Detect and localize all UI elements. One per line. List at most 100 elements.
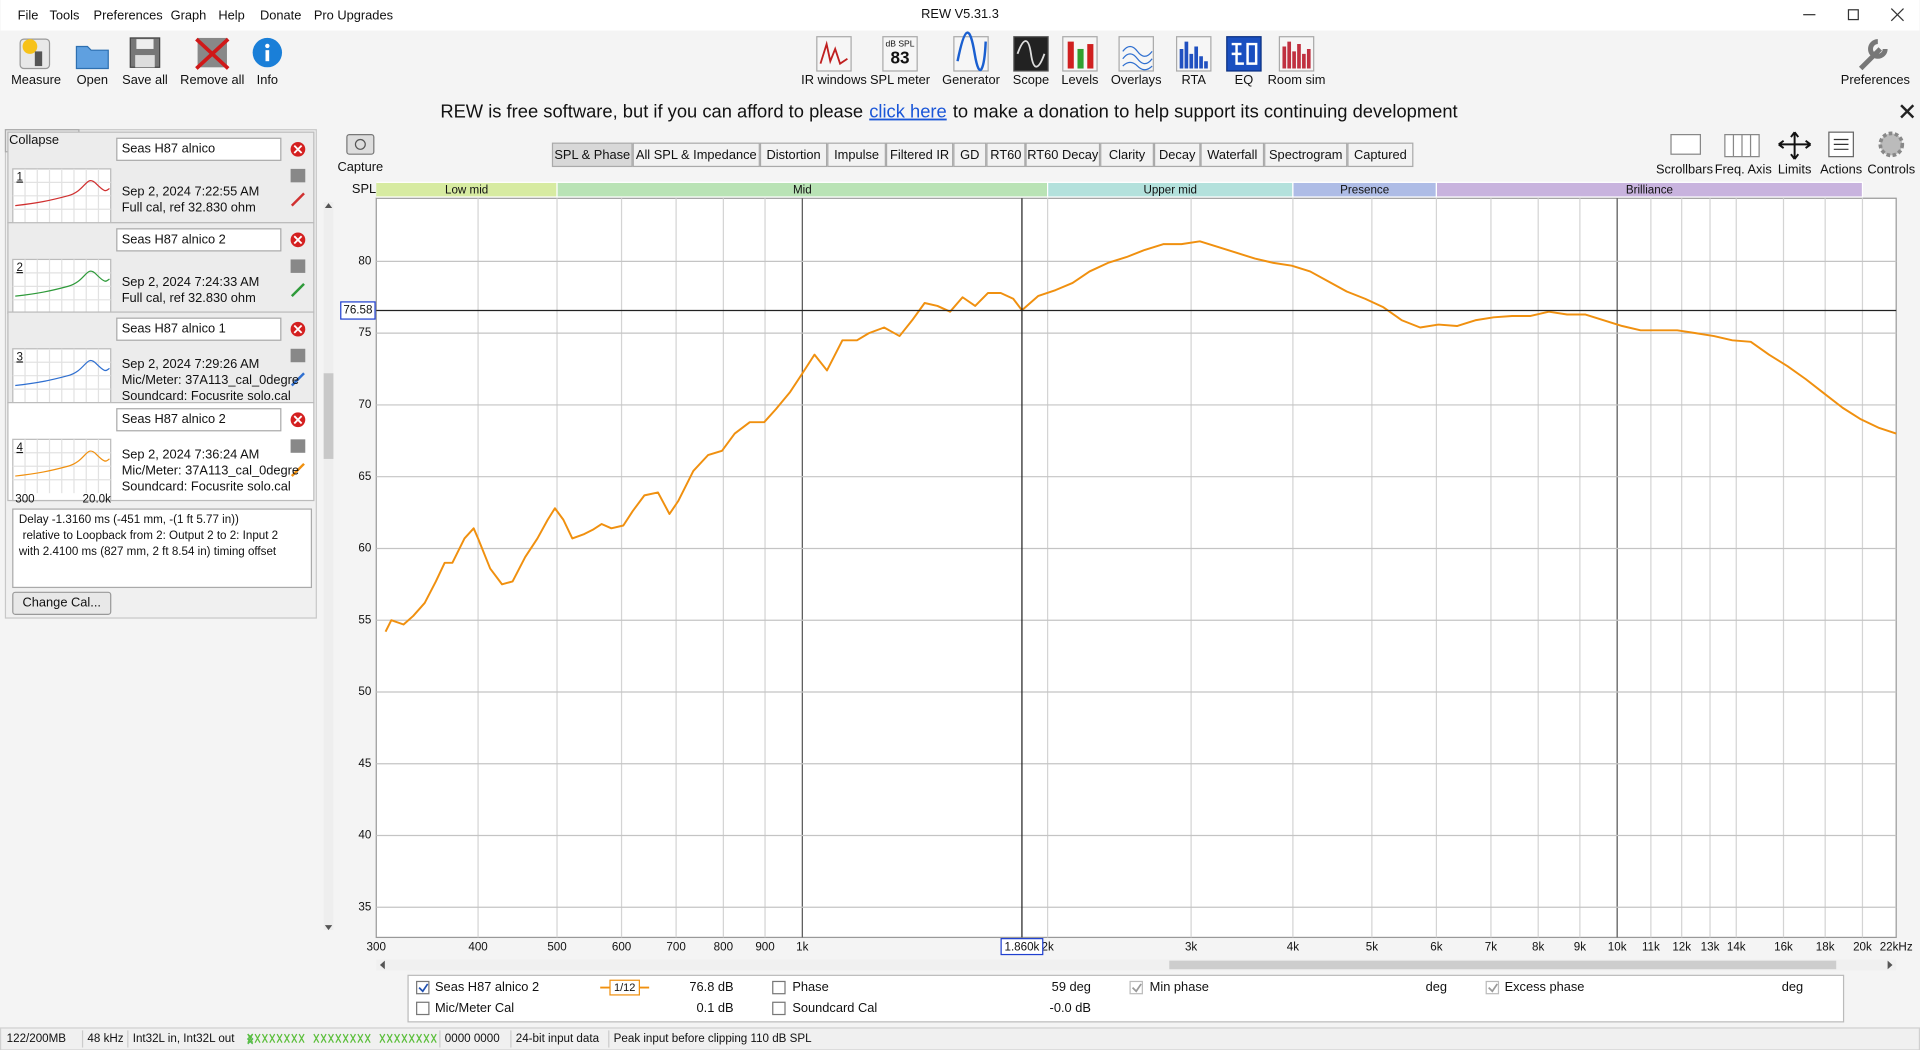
graph-tool-label[interactable]: Actions	[1820, 161, 1862, 176]
tab-label[interactable]: All SPL & Impedance	[636, 147, 757, 162]
toolbar-label[interactable]: Info	[257, 72, 278, 87]
color-button[interactable]	[290, 192, 305, 207]
open-icon[interactable]	[75, 45, 109, 70]
name-field[interactable]	[116, 228, 282, 252]
toolbar-label[interactable]: Overlays	[1111, 72, 1162, 87]
measurement-name[interactable]: Seas H87 alnico 2	[122, 231, 226, 246]
sidebar-scroll-thumb[interactable]	[323, 373, 334, 459]
tab-label[interactable]: SPL & Phase	[554, 147, 630, 162]
room-sim-icon[interactable]	[1278, 36, 1315, 72]
smoothing-box[interactable]	[609, 979, 640, 996]
banner-link[interactable]: click here	[869, 100, 946, 121]
menu-item[interactable]: File	[18, 7, 39, 22]
ir-windows-icon[interactable]	[816, 36, 852, 72]
remove-all-icon[interactable]	[195, 37, 230, 70]
menu-item[interactable]: Preferences	[94, 7, 163, 22]
tab[interactable]	[1100, 142, 1154, 168]
tab[interactable]	[1153, 142, 1201, 168]
tab[interactable]	[1025, 142, 1101, 168]
limits-icon[interactable]	[1778, 131, 1812, 160]
save-button[interactable]	[290, 168, 306, 183]
tab[interactable]	[1200, 142, 1265, 168]
graph-tool-label[interactable]: Scrollbars	[1656, 161, 1713, 176]
tab[interactable]	[953, 142, 987, 168]
controls-icon[interactable]	[1878, 131, 1905, 158]
spl-meter-icon[interactable]	[882, 36, 918, 72]
capture-label[interactable]: Capture	[338, 159, 384, 174]
levels-icon[interactable]	[1062, 36, 1098, 72]
tab[interactable]	[759, 142, 828, 168]
name-field[interactable]	[116, 317, 282, 341]
tab[interactable]	[827, 142, 886, 168]
checkbox[interactable]	[416, 980, 430, 995]
tab[interactable]	[632, 142, 760, 168]
graph-scrollbar[interactable]	[376, 959, 1897, 971]
sidebar-scrollbar[interactable]	[323, 201, 334, 931]
toolbar-label[interactable]: Measure	[11, 72, 61, 87]
toolbar-label[interactable]: EQ	[1235, 72, 1254, 87]
save-button[interactable]	[290, 259, 306, 273]
graph-tool-label[interactable]: Controls	[1867, 161, 1915, 176]
save-button[interactable]	[290, 348, 306, 363]
toolbar-label[interactable]: Levels	[1061, 72, 1098, 87]
toolbar-label[interactable]: Open	[77, 72, 108, 87]
menu-item[interactable]: Donate	[260, 7, 301, 22]
toolbar-label[interactable]: RTA	[1181, 72, 1206, 87]
save-all-icon[interactable]	[129, 37, 161, 68]
checkbox[interactable]	[416, 1001, 430, 1016]
name-field[interactable]	[116, 408, 282, 432]
tab-label[interactable]: RT60	[990, 147, 1021, 162]
menu-item[interactable]: Tools	[50, 7, 80, 22]
tab-label[interactable]: Waterfall	[1207, 147, 1257, 162]
restore-button[interactable]	[1847, 9, 1859, 21]
toolbar-label[interactable]: Preferences	[1841, 72, 1910, 87]
checkbox[interactable]	[772, 980, 786, 995]
toolbar-label[interactable]: Scope	[1013, 72, 1049, 87]
freq-axis-icon[interactable]	[1724, 134, 1760, 158]
tab-label[interactable]: GD	[960, 147, 979, 162]
color-button[interactable]	[290, 372, 305, 387]
scope-icon[interactable]	[1013, 36, 1049, 72]
info-icon[interactable]	[252, 37, 283, 68]
color-button[interactable]	[290, 462, 305, 477]
tab[interactable]	[986, 142, 1026, 168]
name-field[interactable]	[116, 137, 282, 161]
toolbar-label[interactable]: SPL meter	[870, 72, 931, 87]
menu-item[interactable]: Graph	[171, 7, 207, 22]
overlays-icon[interactable]	[1118, 36, 1154, 72]
rta-icon[interactable]	[1175, 36, 1212, 72]
tab[interactable]	[1264, 142, 1348, 168]
change-cal-button[interactable]	[12, 591, 112, 615]
measurement-name[interactable]: Seas H87 alnico 2	[122, 411, 226, 426]
menu-item[interactable]: Pro Upgrades	[314, 7, 393, 22]
toolbar-label[interactable]: Generator	[942, 72, 1000, 87]
save-button[interactable]	[290, 439, 306, 453]
tab-label[interactable]: Decay	[1159, 147, 1196, 162]
tab-label[interactable]: Spectrogram	[1269, 147, 1342, 162]
toolbar-label[interactable]: IR windows	[801, 72, 867, 87]
graph-tool-label[interactable]: Limits	[1778, 161, 1812, 176]
tab[interactable]	[551, 142, 633, 168]
menu-item[interactable]: Help	[218, 7, 244, 22]
tab-label[interactable]: Clarity	[1109, 147, 1146, 162]
tab-label[interactable]: Filtered IR	[890, 147, 949, 162]
eq-icon[interactable]	[1226, 36, 1262, 72]
graph-scroll-thumb[interactable]	[1169, 960, 1837, 970]
collapse-label[interactable]: Collapse	[9, 132, 59, 147]
toolbar-label[interactable]: Room sim	[1268, 72, 1326, 87]
close-button[interactable]	[1890, 8, 1904, 22]
tab-label[interactable]: Impulse	[834, 147, 879, 162]
checkbox[interactable]	[772, 1001, 786, 1016]
toolbar-label[interactable]: Remove all	[180, 72, 244, 87]
tab-label[interactable]: RT60 Decay	[1027, 147, 1099, 162]
change-cal-label[interactable]: Change Cal...	[23, 595, 101, 610]
measurement-name[interactable]: Seas H87 alnico	[122, 141, 215, 156]
graph-tool-label[interactable]: Freq. Axis	[1715, 161, 1772, 176]
banner-close[interactable]	[1900, 104, 1915, 119]
scrollbars-icon[interactable]	[1670, 134, 1701, 155]
tab[interactable]	[885, 142, 954, 168]
toolbar-label[interactable]: Save all	[122, 72, 168, 87]
measurement-name[interactable]: Seas H87 alnico 1	[122, 321, 226, 336]
color-button[interactable]	[290, 283, 305, 298]
measure-icon[interactable]	[19, 38, 51, 70]
